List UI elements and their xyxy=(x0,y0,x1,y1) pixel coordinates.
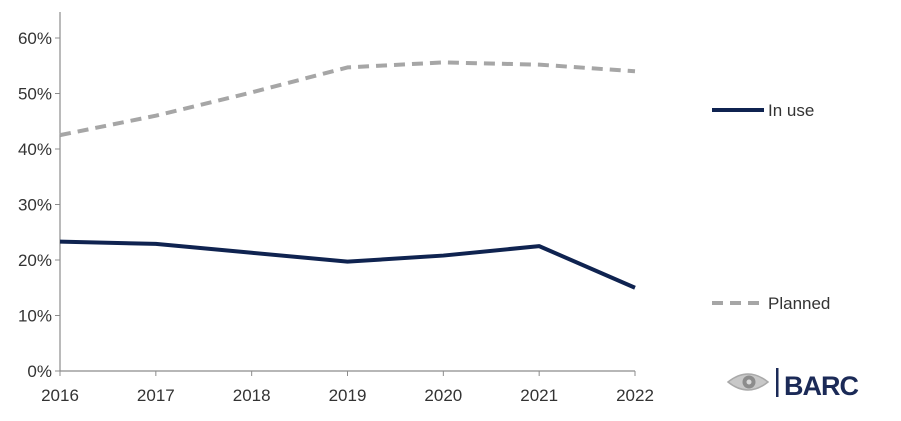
y-tick-label: 40% xyxy=(18,140,52,159)
barc-logo: BARC xyxy=(726,368,859,401)
legend-label: Planned xyxy=(768,294,830,313)
x-tick-label: 2020 xyxy=(424,386,462,405)
y-tick-label: 20% xyxy=(18,251,52,270)
chart-axes: 0% 10% 20% 30% 40% 50% 60% 2016 2017 2018 2019 2020… xyxy=(18,12,654,405)
series-line-planned xyxy=(59,60,636,138)
logo-text: BARC xyxy=(784,371,858,401)
x-tick-label: 2021 xyxy=(520,386,558,405)
eye-icon xyxy=(726,373,770,391)
y-tick-label: 30% xyxy=(18,196,52,215)
chart-legend: In use Planned xyxy=(712,101,830,313)
y-tick-label: 10% xyxy=(18,307,52,326)
x-tick-label: 2017 xyxy=(137,386,175,405)
series-line-in-use xyxy=(59,239,636,290)
legend-label: In use xyxy=(768,101,814,120)
y-tick-label: 50% xyxy=(18,85,52,104)
y-tick-label: 0% xyxy=(27,362,52,381)
x-tick-label: 2019 xyxy=(329,386,367,405)
x-tick-label: 2018 xyxy=(233,386,271,405)
x-tick-label: 2016 xyxy=(41,386,79,405)
y-tick-label: 60% xyxy=(18,29,52,48)
logo-divider xyxy=(776,368,779,397)
x-tick-label: 2022 xyxy=(616,386,654,405)
chart-series xyxy=(59,60,636,290)
